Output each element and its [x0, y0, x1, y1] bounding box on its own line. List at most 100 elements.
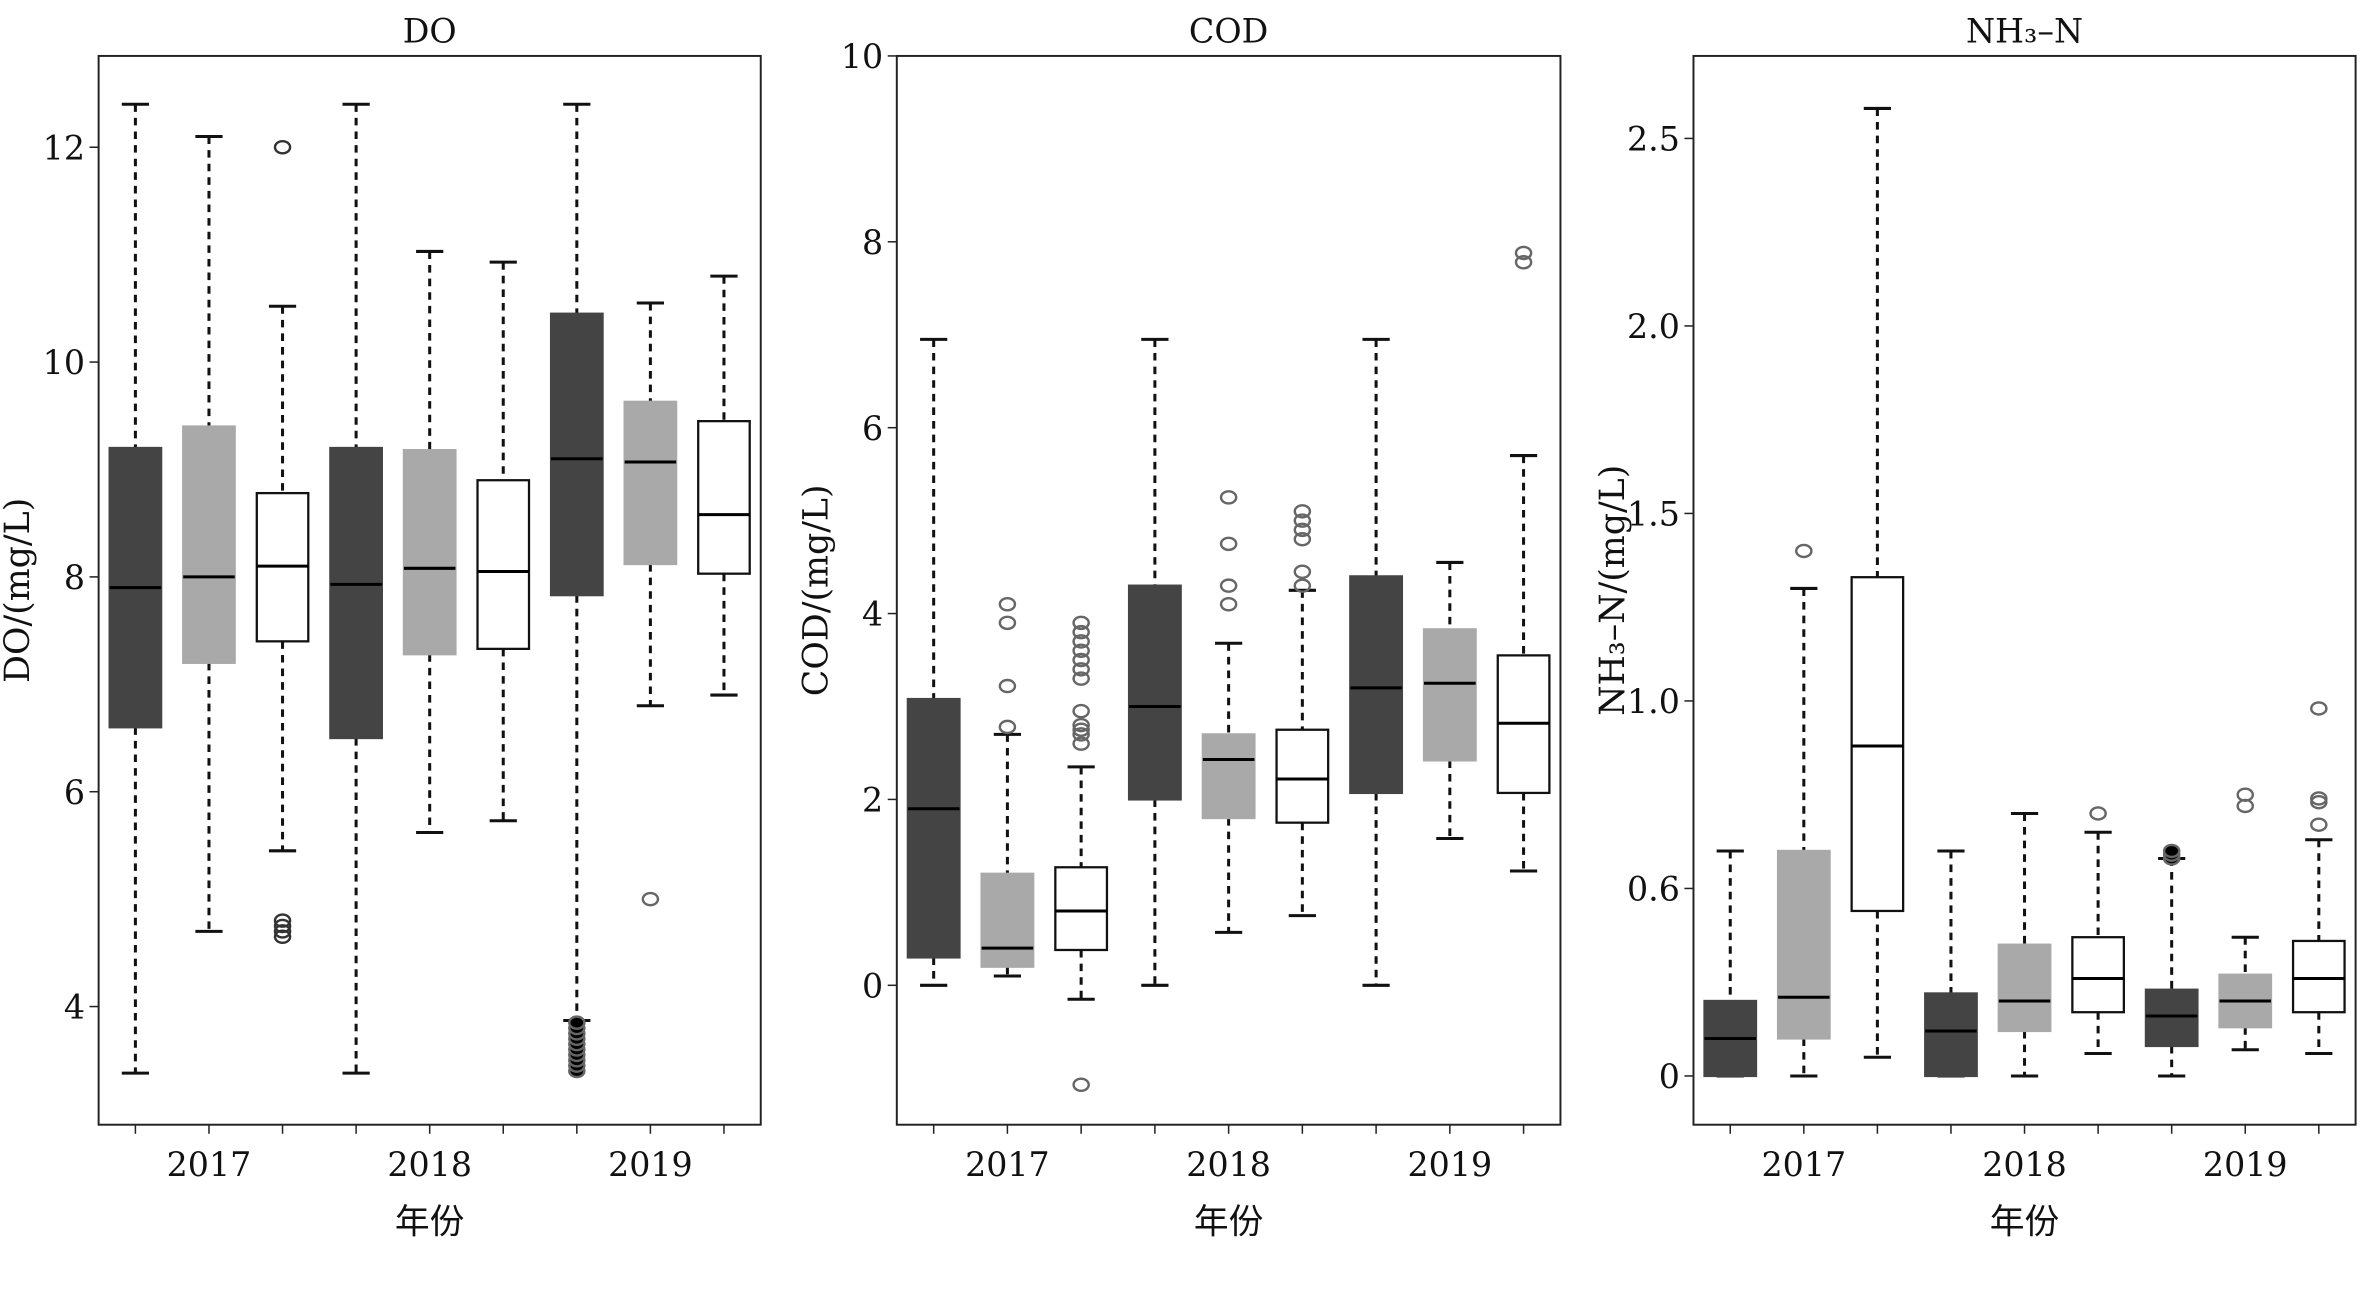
outlier-point	[1293, 504, 1312, 519]
box-2018-dark	[329, 102, 383, 1134]
box-iqr	[2144, 988, 2199, 1048]
y-tick-label: 0	[1659, 1057, 1680, 1096]
outlier-point	[1293, 522, 1312, 538]
outlier-point	[1072, 722, 1090, 737]
box-iqr	[1422, 628, 1477, 762]
box-2018-white	[1275, 504, 1330, 1134]
y-tick-label: 12	[43, 128, 85, 167]
box-2019-dark	[1349, 337, 1404, 1134]
outlier-point	[1072, 671, 1090, 686]
outlier-point	[273, 929, 292, 944]
x-tick-label: 2019	[2203, 1145, 2288, 1184]
y-tick-label: 4	[64, 988, 85, 1027]
box-iqr	[2071, 936, 2125, 1014]
box-iqr	[2291, 939, 2346, 1014]
y-tick-label: 0	[862, 966, 883, 1005]
x-tick-label: 2018	[1186, 1145, 1271, 1184]
x-tick-label: 2018	[1982, 1145, 2067, 1184]
box-2019-dark	[549, 102, 604, 1134]
outlier-point	[2089, 806, 2107, 821]
box-iqr	[980, 872, 1035, 968]
y-tick-label: 0.6	[1627, 870, 1680, 909]
outlier-point	[273, 139, 292, 155]
box-2017-gray	[182, 134, 236, 1134]
box-iqr	[1127, 584, 1182, 801]
outlier-point	[2310, 701, 2328, 716]
y-tick-label: 2.0	[1627, 307, 1680, 346]
box-2017-dark	[906, 337, 961, 1134]
x-axis-label: 年份	[1194, 1203, 1264, 1243]
outlier-point	[1072, 624, 1090, 640]
outlier-point	[1514, 254, 1533, 270]
box-iqr	[697, 420, 751, 575]
box-iqr	[476, 479, 531, 650]
box-iqr	[623, 400, 678, 566]
y-tick-label: 6	[862, 409, 883, 448]
box-iqr	[1924, 992, 1978, 1078]
box-2019-gray	[1422, 560, 1477, 1134]
box-iqr	[1349, 575, 1404, 795]
box-2018-white	[476, 260, 531, 1134]
y-tick-label: 8	[64, 558, 85, 597]
x-tick-label: 2019	[608, 1145, 693, 1184]
y-tick-label: 2.5	[1627, 120, 1680, 159]
x-tick-label: 2017	[167, 1145, 252, 1184]
y-tick-label: 10	[841, 37, 883, 76]
y-tick-label: 2	[862, 781, 883, 820]
outlier-point	[2310, 791, 2328, 806]
box-2019-white	[2291, 701, 2346, 1134]
box-iqr	[1201, 733, 1256, 820]
box-2019-dark	[2144, 843, 2199, 1134]
y-axis-label: COD/(mg/L)	[796, 484, 836, 696]
box-iqr	[906, 697, 961, 959]
box-2017-white	[1850, 106, 1905, 1134]
y-tick-label: 8	[862, 223, 883, 262]
chart-title: DO	[403, 11, 457, 50]
y-tick-label: 6	[64, 773, 85, 812]
box-2018-white	[2071, 806, 2125, 1134]
box-iqr	[549, 312, 604, 597]
outlier-point	[998, 615, 1017, 631]
outlier-point	[1072, 717, 1090, 733]
box-2017-dark	[1703, 849, 1758, 1134]
y-axis-label: NH₃–N/(mg/L)	[1593, 465, 1633, 716]
outlier-point	[1072, 615, 1090, 631]
outlier-point	[273, 918, 292, 934]
outlier-point	[1293, 513, 1312, 528]
outlier-point	[1072, 1077, 1090, 1093]
outlier-point	[1072, 703, 1090, 719]
box-2018-gray	[402, 249, 457, 1134]
box-iqr	[182, 425, 236, 664]
outlier-point	[1514, 245, 1533, 261]
box-2017-dark	[108, 102, 163, 1134]
box-iqr	[1776, 849, 1831, 1040]
box-2019-gray	[2218, 787, 2273, 1134]
box-2019-white	[697, 274, 751, 1134]
y-tick-label: 4	[862, 595, 883, 634]
panel-2: COD 0 2 4 6 8 10 COD/(mg/L) 2017 2018 2019 年份	[796, 11, 1562, 1243]
box-2017-gray	[980, 597, 1035, 1134]
outlier-point	[1072, 652, 1090, 668]
outlier-point	[1795, 543, 1813, 559]
outlier-point	[1219, 597, 1238, 612]
y-tick-label: 1.0	[1627, 682, 1680, 721]
outlier-point	[1072, 643, 1090, 658]
x-tick-label: 2019	[1408, 1145, 1493, 1184]
box-2019-white	[1496, 245, 1551, 1134]
box-iqr	[1997, 943, 2052, 1033]
chart-title: NH₃–N	[1966, 11, 2083, 50]
outlier-point	[1072, 662, 1090, 677]
outlier-point	[2310, 794, 2328, 810]
box-iqr	[1054, 866, 1109, 952]
box-2017-white	[255, 139, 310, 1134]
x-axis-label: 年份	[395, 1203, 465, 1243]
box-2018-gray	[1997, 811, 2052, 1134]
outlier-point	[1219, 490, 1238, 505]
box-iqr	[1275, 728, 1330, 824]
x-tick-label: 2018	[387, 1145, 472, 1184]
box-iqr	[329, 446, 383, 740]
box-iqr	[1850, 576, 1905, 913]
outlier-point	[2162, 843, 2181, 859]
box-iqr	[402, 449, 457, 656]
outlier-point	[1219, 578, 1238, 593]
